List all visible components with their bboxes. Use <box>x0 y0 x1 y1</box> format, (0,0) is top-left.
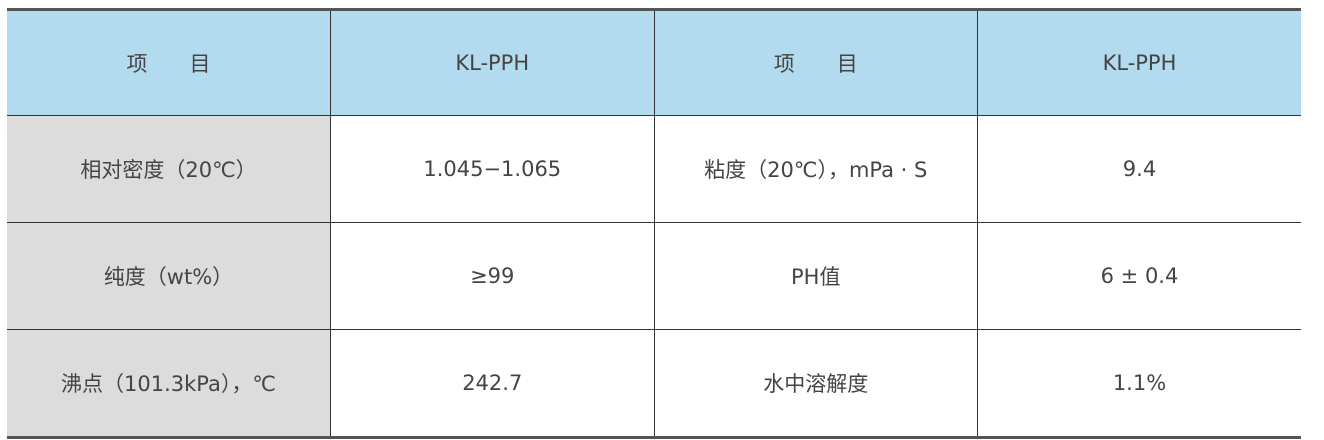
property-label: 水中溶解度 <box>653 329 978 439</box>
property-value: ≥99 <box>330 222 654 330</box>
header-value-2: KL-PPH <box>977 9 1301 116</box>
property-label: 粘度（20℃），mPa · S <box>653 115 978 223</box>
property-value: 9.4 <box>977 115 1301 223</box>
property-label: 纯度（wt%） <box>7 222 331 330</box>
table-row: 相对密度（20℃） 1.045−1.065 粘度（20℃），mPa · S 9.… <box>7 115 1301 223</box>
table-row: 纯度（wt%） ≥99 PH值 6 ± 0.4 <box>7 222 1301 330</box>
property-label: 沸点（101.3kPa），℃ <box>7 329 331 439</box>
header-item-1: 项 目 <box>7 9 331 116</box>
header-row: 项 目 KL-PPH 项 目 KL-PPH <box>7 9 1301 116</box>
header-value-1: KL-PPH <box>330 9 654 116</box>
property-value: 6 ± 0.4 <box>977 222 1301 330</box>
table-row: 沸点（101.3kPa），℃ 242.7 水中溶解度 1.1% <box>7 329 1301 439</box>
property-value: 1.1% <box>977 329 1301 439</box>
properties-table: 项 目 KL-PPH 项 目 KL-PPH 相对密度（20℃） 1.045−1.… <box>7 8 1301 439</box>
property-label: PH值 <box>653 222 978 330</box>
property-label: 相对密度（20℃） <box>7 115 331 223</box>
property-value: 1.045−1.065 <box>330 115 654 223</box>
property-value: 242.7 <box>330 329 654 439</box>
header-item-2: 项 目 <box>653 9 978 116</box>
